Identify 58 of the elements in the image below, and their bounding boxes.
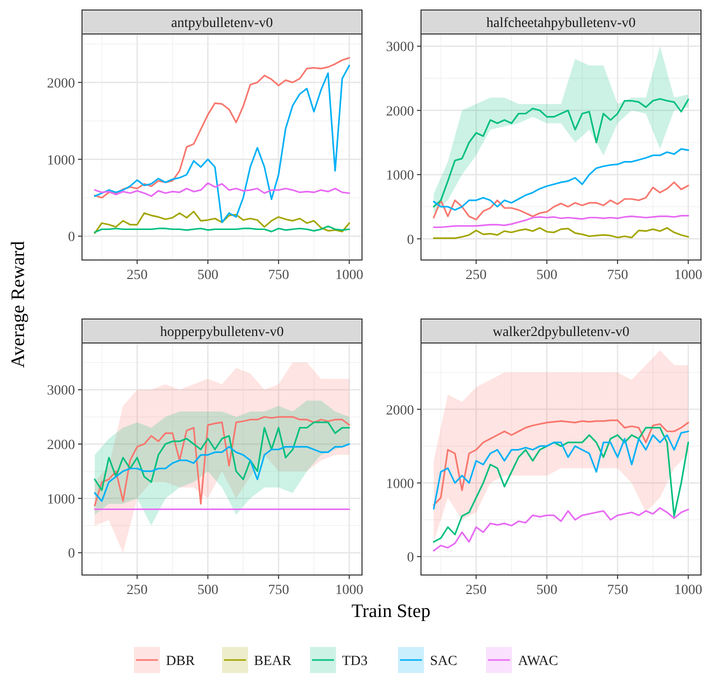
- y-tick-label: 0: [68, 230, 75, 246]
- line-series: [94, 225, 350, 234]
- y-tick-label: 0: [407, 232, 414, 248]
- chart-title: antpybulletenv-v0: [171, 16, 273, 31]
- chart-title: halfcheetahpybulletenv-v0: [486, 16, 636, 31]
- x-tick-label: 500: [536, 268, 558, 283]
- line-series: [432, 98, 690, 208]
- x-tick-label: 750: [607, 268, 628, 283]
- y-tick-label: 1000: [386, 168, 414, 184]
- y-tick-label: 2000: [386, 104, 414, 120]
- line-series: [94, 57, 350, 199]
- x-tick-label: 500: [536, 583, 558, 598]
- y-tick-label: 2000: [47, 438, 75, 454]
- x-tick-label: 1000: [674, 583, 702, 598]
- line-series: [432, 214, 690, 228]
- y-axis-title: Average Reward: [8, 240, 29, 368]
- line-series: [94, 64, 350, 224]
- legend-label: AWAC: [518, 654, 558, 669]
- chart-title: hopperpybulletenv-v0: [160, 325, 284, 340]
- y-tick-label: 2000: [47, 76, 75, 92]
- y-tick-label: 0: [407, 550, 414, 566]
- x-tick-label: 1000: [335, 268, 364, 283]
- line-series: [94, 210, 350, 234]
- line-series: [94, 443, 350, 502]
- line-series: [432, 426, 690, 543]
- x-tick-label: 250: [466, 583, 487, 598]
- line-series: [432, 227, 690, 239]
- legend-label: DBR: [166, 654, 196, 669]
- y-tick-label: 1000: [47, 153, 75, 168]
- x-axis-title: Train Step: [351, 601, 431, 622]
- y-tick-label: 2000: [386, 403, 414, 418]
- legend-label: TD3: [342, 654, 368, 669]
- line-series: [94, 416, 350, 506]
- x-tick-label: 1000: [674, 268, 702, 283]
- y-tick-label: 3000: [47, 384, 75, 399]
- x-tick-label: 500: [197, 268, 218, 283]
- y-tick-label: 0: [68, 546, 75, 562]
- x-tick-label: 750: [268, 583, 290, 598]
- line-series: [432, 148, 690, 211]
- y-tick-label: 1000: [386, 476, 414, 492]
- x-tick-label: 250: [466, 268, 487, 283]
- line-series: [432, 507, 690, 552]
- x-tick-label: 250: [126, 583, 148, 598]
- line-series: [94, 182, 350, 197]
- x-tick-label: 250: [126, 268, 148, 283]
- y-tick-label: 1000: [47, 492, 75, 508]
- line-series: [432, 182, 690, 220]
- chart-title: walker2dpybulletenv-v0: [492, 325, 630, 340]
- line-series: [432, 430, 690, 510]
- line-series: [94, 422, 350, 492]
- x-tick-label: 1000: [335, 583, 364, 598]
- x-tick-label: 750: [268, 268, 290, 283]
- x-tick-label: 500: [197, 583, 218, 598]
- legend-label: SAC: [430, 654, 458, 669]
- line-series: [432, 420, 690, 506]
- legend-label: BEAR: [254, 654, 292, 669]
- y-tick-label: 3000: [386, 40, 414, 56]
- x-tick-label: 750: [607, 583, 628, 598]
